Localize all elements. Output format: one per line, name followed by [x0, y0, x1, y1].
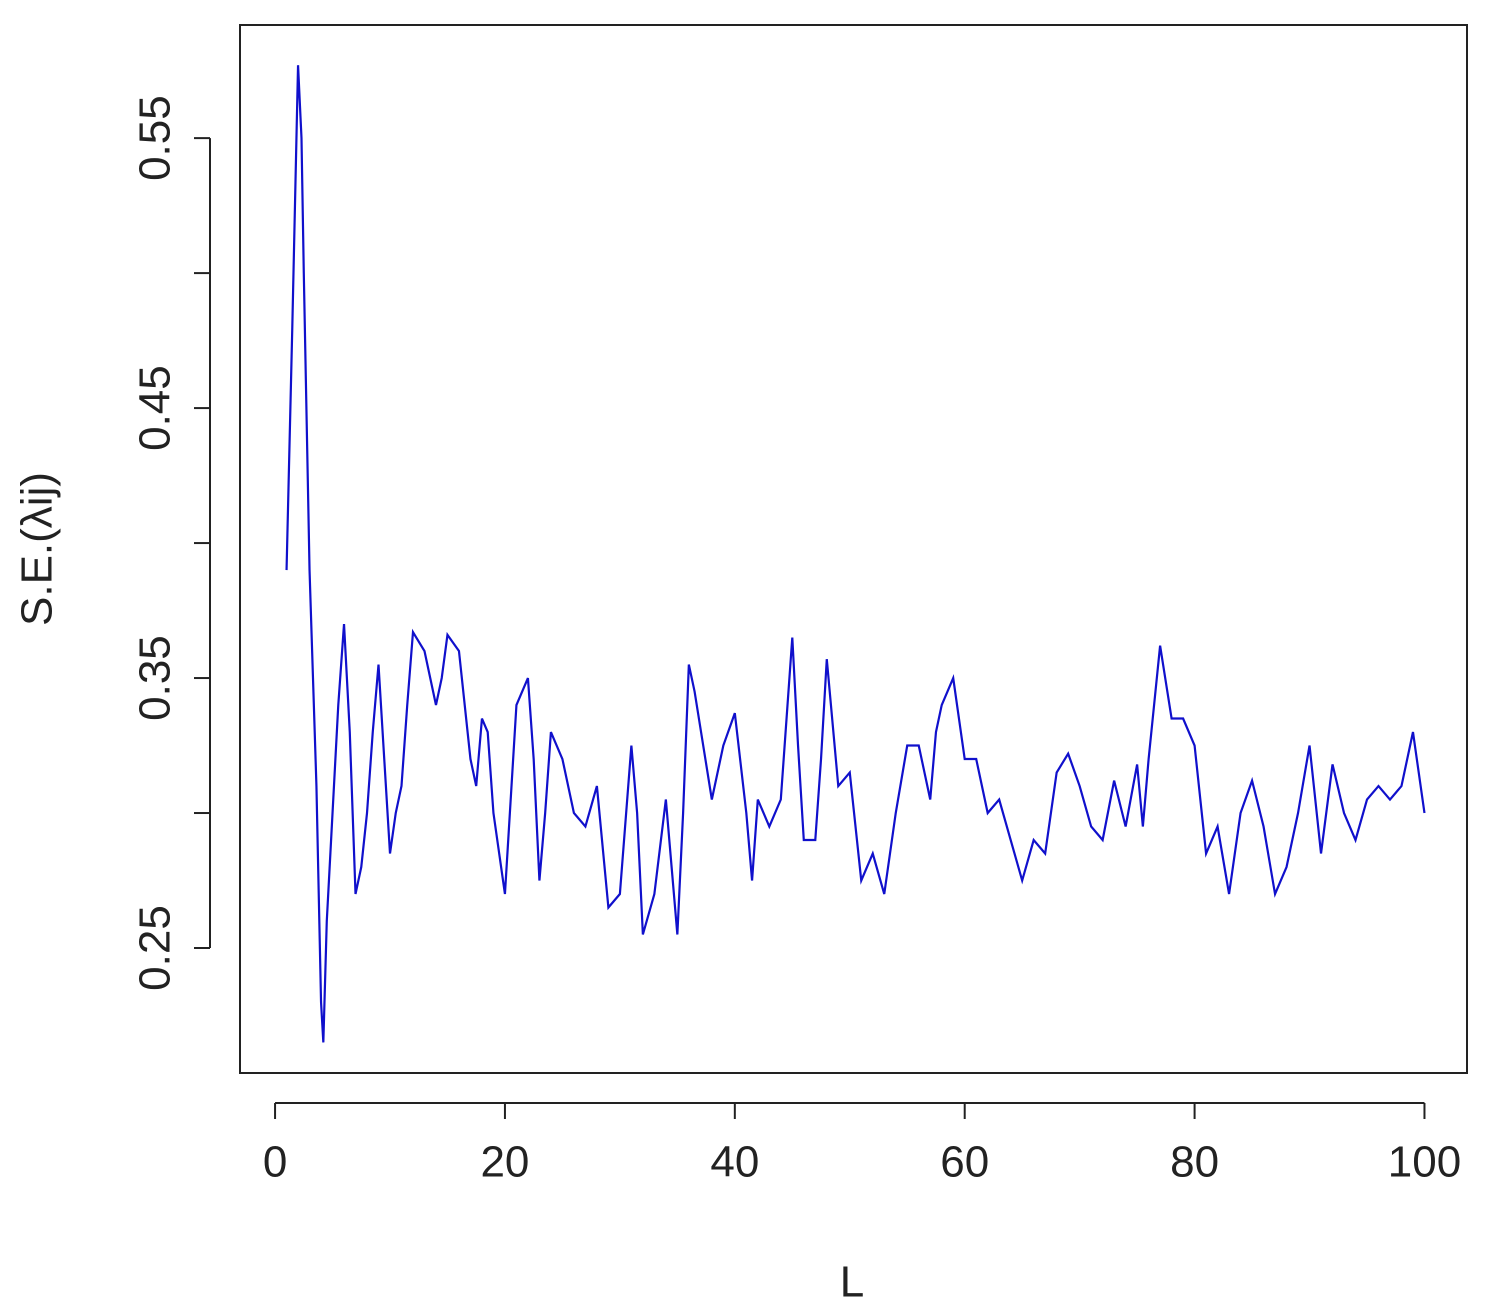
y-tick-label: 0.35 — [131, 635, 180, 721]
y-tick-label: 0.55 — [131, 95, 180, 181]
y-axis-label: S.E.(λij) — [13, 472, 62, 626]
x-tick-label: 0 — [263, 1138, 287, 1187]
x-tick-label: 80 — [1170, 1138, 1219, 1187]
data-line — [285, 65, 1426, 1043]
x-axis-label: L — [840, 1258, 864, 1307]
y-tick-label: 0.25 — [131, 905, 180, 991]
x-tick-label: 60 — [940, 1138, 989, 1187]
x-tick-label: 100 — [1388, 1138, 1461, 1187]
y-tick-label: 0.45 — [131, 365, 180, 451]
x-tick-label: 20 — [480, 1138, 529, 1187]
x-tick-label: 40 — [710, 1138, 759, 1187]
plot-frame — [239, 24, 1468, 1074]
